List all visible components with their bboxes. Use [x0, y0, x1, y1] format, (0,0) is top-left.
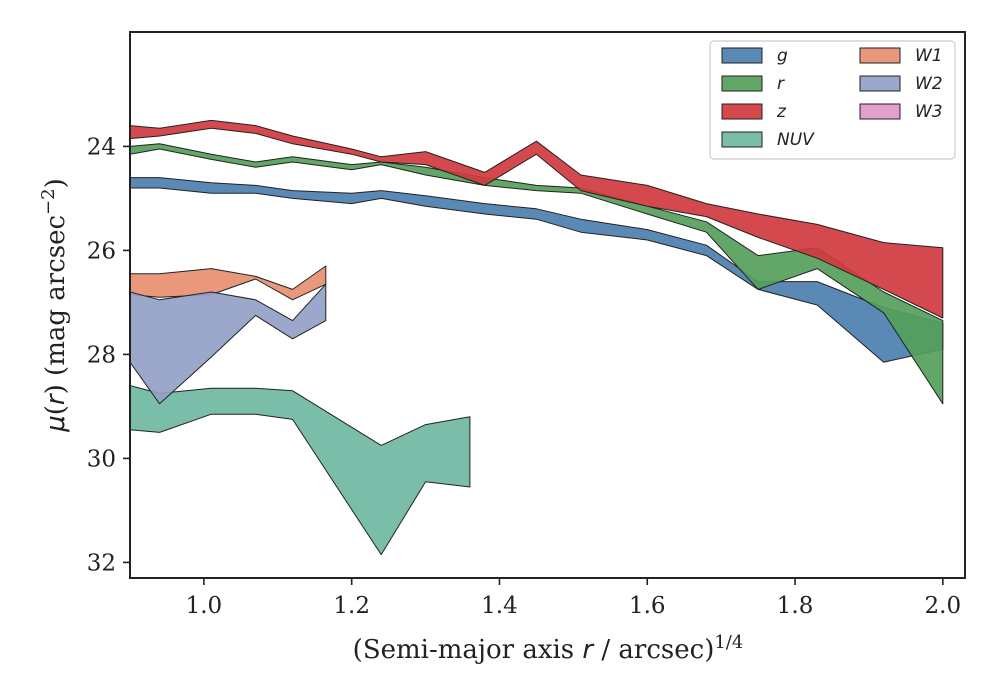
- y-tick-label: 24: [87, 134, 116, 160]
- x-axis-label: (Semi-major axis r / arcsec)1/4: [353, 632, 744, 665]
- legend-label-w2: W2: [915, 74, 943, 94]
- series-bands: [130, 119, 944, 556]
- band-nuv: [130, 385, 471, 556]
- x-tick-label: 1.8: [777, 593, 814, 619]
- legend-swatch-w3: [859, 103, 901, 120]
- y-tick-label: 28: [87, 342, 116, 368]
- legend-label-w1: W1: [915, 46, 943, 66]
- plot-frame: [129, 31, 966, 579]
- band-r: [130, 143, 944, 405]
- legend-frame: [709, 40, 956, 160]
- y-tick-label: 32: [87, 550, 116, 576]
- legend-swatch-w2: [859, 75, 901, 92]
- y-axis-ticks: 24 26 28 30 32: [87, 134, 130, 576]
- legend-label-z: z: [776, 102, 787, 122]
- x-axis-ticks: 1.0 1.2 1.4 1.6 1.8 2.0: [186, 578, 962, 619]
- y-tick-label: 30: [87, 446, 116, 472]
- legend-label-g: g: [777, 46, 788, 66]
- x-tick-label: 1.6: [629, 593, 666, 619]
- legend-swatch-g: [721, 47, 763, 64]
- legend-swatch-nuv: [721, 131, 763, 148]
- legend-swatch-z: [721, 103, 763, 120]
- y-axis-label: μ(r) (mag arcsec−2): [38, 178, 71, 433]
- x-tick-label: 1.4: [481, 593, 518, 619]
- x-tick-label: 1.2: [333, 593, 370, 619]
- legend-label-r: r: [777, 74, 785, 94]
- band-z: [130, 119, 944, 319]
- x-tick-label: 1.0: [186, 593, 223, 619]
- y-tick-label: 26: [87, 238, 116, 264]
- chart-legend: grz NUV W1 W2 W3: [709, 40, 956, 160]
- x-tick-label: 2.0: [925, 593, 962, 619]
- legend-swatch-w1: [859, 47, 901, 64]
- legend-label-w3: W3: [915, 102, 943, 122]
- band-w2: [130, 283, 327, 405]
- legend-swatch-r: [721, 75, 763, 92]
- legend-label-nuv: NUV: [777, 130, 815, 150]
